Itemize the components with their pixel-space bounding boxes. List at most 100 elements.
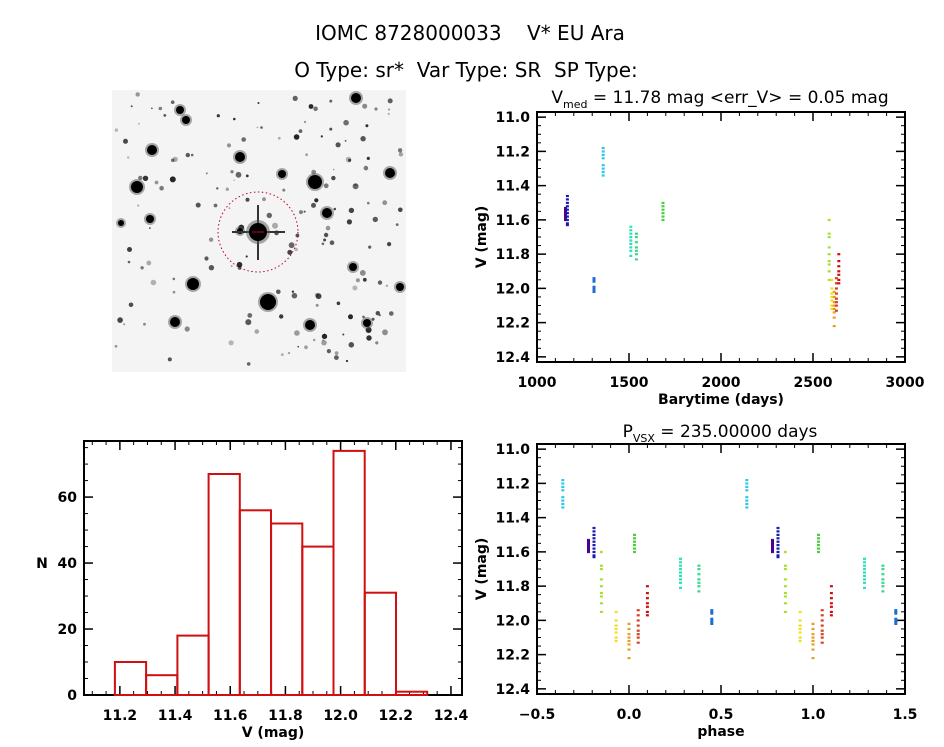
data-point [894, 612, 898, 615]
faint-star [398, 207, 403, 213]
faint-star [397, 148, 403, 153]
data-point [601, 167, 605, 170]
bright-star [308, 175, 322, 189]
faint-star [355, 278, 360, 283]
faint-star [195, 202, 201, 208]
data-point [863, 557, 866, 560]
data-point [783, 578, 787, 581]
data-point [592, 530, 596, 533]
x-tick-label: 2500 [794, 375, 833, 391]
faint-star [359, 270, 366, 276]
light-curve-title: Vmed = 11.78 mag <err_V> = 0.05 mag [551, 88, 888, 111]
bright-star [182, 116, 190, 124]
data-point [894, 619, 898, 622]
data-point [830, 299, 834, 302]
data-point [820, 636, 824, 639]
data-point [587, 545, 590, 548]
data-point [587, 542, 590, 545]
data-point [614, 631, 618, 634]
faint-star [299, 210, 303, 215]
faint-star [377, 280, 383, 285]
faint-star [345, 156, 352, 163]
faint-star [150, 279, 157, 286]
data-point [863, 574, 866, 577]
data-point [776, 533, 780, 536]
data-point [627, 648, 631, 651]
data-point [837, 278, 841, 281]
data-point [820, 629, 824, 632]
y-tick-label: 40 [58, 556, 78, 572]
data-point [614, 624, 618, 627]
data-point [679, 578, 682, 581]
faint-star [280, 353, 284, 357]
data-point [710, 617, 714, 620]
data-point [771, 542, 774, 545]
data-point [745, 499, 749, 502]
data-point [832, 290, 836, 293]
data-point [776, 547, 780, 550]
data-point [561, 502, 565, 506]
data-point [834, 287, 838, 290]
faint-star [344, 140, 347, 142]
faint-star [352, 285, 358, 291]
data-point [629, 236, 633, 239]
data-point [798, 610, 802, 613]
faint-star [241, 137, 246, 142]
faint-star [246, 362, 251, 366]
faint-star [375, 311, 380, 316]
faint-star [123, 138, 128, 144]
data-point [629, 232, 633, 235]
data-point [783, 568, 787, 571]
data-point [587, 540, 590, 543]
faint-star [343, 119, 349, 126]
data-point [881, 578, 885, 581]
data-point [827, 253, 831, 256]
x-tick-label: 1000 [518, 375, 557, 391]
y-tick-label: 11.0 [495, 110, 530, 126]
faint-star [266, 212, 272, 219]
data-point [679, 561, 682, 564]
faint-star [323, 183, 329, 189]
faint-star [395, 223, 399, 227]
faint-star [287, 351, 291, 355]
data-point [827, 232, 831, 235]
data-point [633, 540, 636, 543]
phase-curve-plot: −0.5 0.0 0.5 1.0 1.5 11.0 11.2 11.4 11.6 11.8 12.0… [474, 442, 917, 740]
faint-star [314, 198, 319, 203]
data-point [881, 590, 885, 593]
data-point [679, 568, 682, 571]
y-tick-label: 11.2 [495, 144, 530, 160]
data-point [834, 309, 838, 312]
y-tick-label: 11.4 [495, 511, 530, 527]
faint-star [363, 165, 369, 171]
faint-star [159, 185, 164, 191]
faint-star [213, 203, 218, 208]
data-point [783, 592, 787, 595]
faint-star [287, 249, 293, 255]
data-point [565, 205, 569, 208]
faint-star [170, 158, 175, 163]
x-axis-label: phase [697, 724, 744, 740]
title-subscript: med [563, 98, 587, 111]
faint-star [315, 303, 319, 307]
data-point [894, 609, 898, 612]
data-point [834, 301, 838, 304]
data-point [830, 278, 834, 281]
faint-star [208, 237, 214, 242]
data-point [827, 218, 831, 222]
data-point [599, 602, 603, 605]
data-point [645, 585, 649, 588]
data-point [771, 538, 774, 542]
data-point [863, 581, 866, 584]
data-point [679, 586, 682, 589]
data-point [587, 550, 590, 554]
data-point [564, 210, 567, 213]
faint-star [382, 200, 388, 206]
bright-star [305, 320, 315, 330]
faint-star [190, 153, 194, 157]
data-point [820, 619, 824, 622]
data-point [829, 597, 833, 600]
data-point [627, 627, 631, 631]
data-point [881, 585, 885, 588]
faint-star [146, 260, 152, 266]
